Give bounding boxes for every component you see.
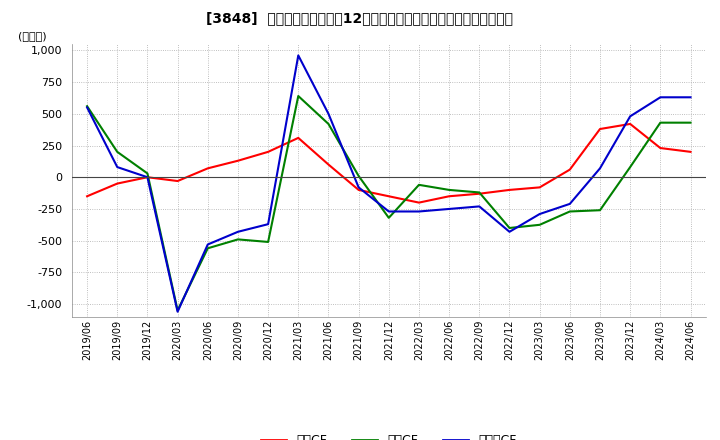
- 投資CF: [686, 120, 695, 125]
- 投資CF: [143, 171, 152, 176]
- フリーCF: [174, 309, 182, 314]
- 投資CF: [626, 165, 634, 170]
- 投資CF: [354, 173, 363, 179]
- 投資CF: [536, 222, 544, 227]
- 投資CF: [384, 215, 393, 220]
- フリーCF: [475, 204, 484, 209]
- フリーCF: [264, 221, 272, 227]
- 投資CF: [595, 208, 604, 213]
- フリーCF: [415, 209, 423, 214]
- Line: 営業CF: 営業CF: [87, 124, 690, 202]
- 投資CF: [174, 308, 182, 313]
- 営業CF: [143, 175, 152, 180]
- Text: [3848]  キャッシュフローの12か月移動合計の対前年同期増減額の推移: [3848] キャッシュフローの12か月移動合計の対前年同期増減額の推移: [207, 11, 513, 25]
- 営業CF: [354, 187, 363, 193]
- 営業CF: [686, 149, 695, 154]
- Text: (百万円): (百万円): [18, 31, 47, 41]
- フリーCF: [294, 53, 302, 58]
- 営業CF: [445, 194, 454, 199]
- 営業CF: [264, 149, 272, 154]
- 投資CF: [113, 149, 122, 154]
- 営業CF: [475, 191, 484, 196]
- 投資CF: [264, 239, 272, 245]
- 投資CF: [415, 182, 423, 187]
- フリーCF: [143, 175, 152, 180]
- フリーCF: [626, 114, 634, 119]
- 営業CF: [626, 121, 634, 127]
- 営業CF: [233, 158, 242, 163]
- 営業CF: [294, 135, 302, 140]
- 営業CF: [384, 194, 393, 199]
- 営業CF: [113, 181, 122, 186]
- フリーCF: [354, 185, 363, 190]
- Legend: 営業CF, 投資CF, フリーCF: 営業CF, 投資CF, フリーCF: [256, 429, 521, 440]
- フリーCF: [204, 242, 212, 247]
- 投資CF: [83, 103, 91, 109]
- Line: 投資CF: 投資CF: [87, 96, 690, 311]
- 営業CF: [415, 200, 423, 205]
- 営業CF: [536, 185, 544, 190]
- 営業CF: [83, 194, 91, 199]
- 営業CF: [204, 166, 212, 171]
- 投資CF: [505, 225, 514, 231]
- 営業CF: [656, 145, 665, 150]
- 投資CF: [475, 190, 484, 195]
- フリーCF: [536, 211, 544, 216]
- フリーCF: [384, 209, 393, 214]
- 投資CF: [324, 121, 333, 127]
- 投資CF: [565, 209, 574, 214]
- フリーCF: [324, 111, 333, 117]
- 投資CF: [294, 93, 302, 99]
- フリーCF: [656, 95, 665, 100]
- フリーCF: [595, 166, 604, 171]
- フリーCF: [233, 229, 242, 235]
- フリーCF: [505, 229, 514, 235]
- フリーCF: [445, 206, 454, 212]
- 営業CF: [595, 126, 604, 132]
- 営業CF: [324, 162, 333, 167]
- Line: フリーCF: フリーCF: [87, 55, 690, 312]
- 営業CF: [174, 178, 182, 183]
- 投資CF: [233, 237, 242, 242]
- 営業CF: [505, 187, 514, 193]
- フリーCF: [686, 95, 695, 100]
- フリーCF: [565, 201, 574, 206]
- 投資CF: [445, 187, 454, 193]
- フリーCF: [83, 105, 91, 110]
- 投資CF: [204, 246, 212, 251]
- 営業CF: [565, 167, 574, 172]
- 投資CF: [656, 120, 665, 125]
- フリーCF: [113, 165, 122, 170]
